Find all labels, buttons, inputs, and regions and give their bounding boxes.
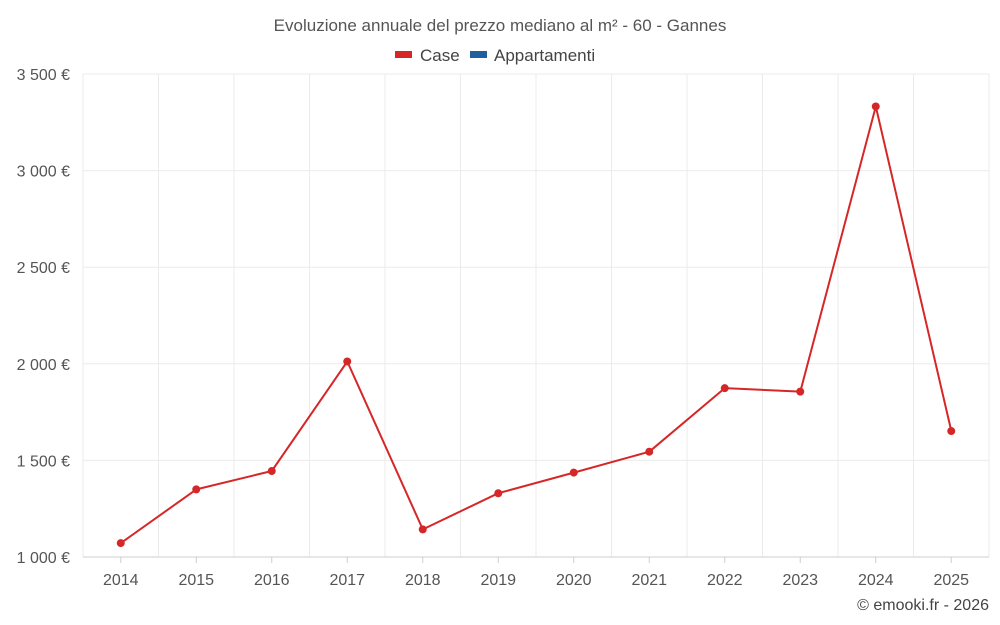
data-point	[418, 525, 427, 534]
y-tick-label: 2 000 €	[17, 357, 70, 374]
grid	[82, 73, 990, 557]
legend-label: Appartamenti	[494, 46, 595, 65]
series-line-case	[120, 105, 953, 544]
x-tick-label: 2024	[858, 572, 894, 589]
x-tick-label: 2020	[556, 572, 592, 589]
data-point	[343, 357, 352, 366]
data-point	[192, 485, 201, 494]
data-point	[796, 387, 805, 396]
x-tick-label: 2022	[707, 572, 743, 589]
x-tick-label: 2025	[933, 572, 969, 589]
data-point	[494, 489, 503, 498]
data-point	[116, 539, 125, 548]
legend-label: Case	[420, 46, 460, 65]
x-tick-label: 2019	[480, 572, 516, 589]
x-tick-label: 2023	[782, 572, 818, 589]
data-point	[267, 467, 276, 476]
data-point	[871, 102, 880, 111]
y-tick-label: 3 000 €	[17, 164, 70, 181]
chart-title: Evoluzione annuale del prezzo mediano al…	[274, 16, 727, 35]
x-tick-label: 2018	[405, 572, 441, 589]
axes: 1 000 € 1 500 € 2 000 € 2 500 € 3 000 € 3 500…	[17, 67, 989, 589]
x-tick-label: 2017	[329, 572, 365, 589]
legend-swatch	[470, 51, 487, 58]
legend: Case Appartamenti	[395, 46, 595, 65]
x-tick-label: 2014	[103, 572, 139, 589]
legend-swatch	[395, 51, 412, 58]
data-point	[645, 447, 654, 456]
data-point	[569, 468, 578, 477]
x-tick-label: 2021	[631, 572, 667, 589]
y-tick-label: 2 500 €	[17, 260, 70, 277]
credit-text: © emooki.fr - 2026	[857, 597, 989, 614]
series-layer	[116, 102, 956, 548]
data-point	[720, 384, 729, 393]
x-tick-label: 2016	[254, 572, 290, 589]
data-point	[947, 427, 956, 436]
y-tick-label: 1 000 €	[17, 550, 70, 567]
x-tick-label: 2015	[178, 572, 214, 589]
y-tick-label: 3 500 €	[17, 67, 70, 84]
y-tick-label: 1 500 €	[17, 453, 70, 470]
